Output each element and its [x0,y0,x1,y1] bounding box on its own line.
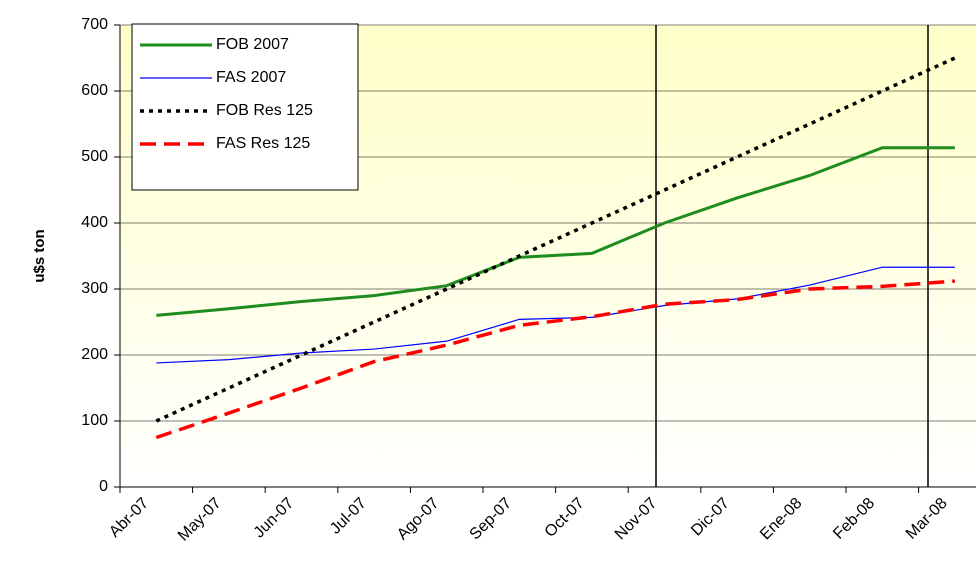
y-tick-label: 700 [81,16,108,33]
series-line [156,146,955,317]
x-tick-label: Ene-08 [757,495,806,544]
x-tick-label: Dic-07 [688,495,733,540]
y-tick-label: 300 [81,280,108,297]
x-tick-label: Mar-08 [903,495,951,543]
y-tick-label: 0 [99,478,108,495]
x-tick-label: Sep-07 [467,495,516,544]
legend-box [131,23,359,191]
y-axis-label: u$s ton [31,229,48,282]
x-tick-label: Ago-07 [394,495,443,544]
x-tick-label: Oct-07 [542,495,588,541]
x-tick-label: Jul-07 [327,495,370,538]
series-line [156,266,955,364]
y-tick-label: 200 [81,346,108,363]
y-tick-label: 600 [81,82,108,99]
y-tick-label: 400 [81,214,108,231]
x-tick-label: Jun-07 [251,495,298,542]
legend-label: FAS 2007 [216,69,286,86]
series-line [155,279,956,440]
x-tick-label: Nov-07 [612,495,661,544]
x-tick-label: May-07 [175,495,225,545]
legend-label: FAS Res 125 [216,135,310,152]
legend-label: FOB Res 125 [216,102,313,119]
y-tick-label: 500 [81,148,108,165]
series-line [155,56,956,423]
legend-label: FOB 2007 [216,36,289,53]
x-tick-label: Abr-07 [106,495,152,541]
y-tick-label: 100 [81,412,108,429]
x-tick-label: Feb-08 [830,495,878,543]
